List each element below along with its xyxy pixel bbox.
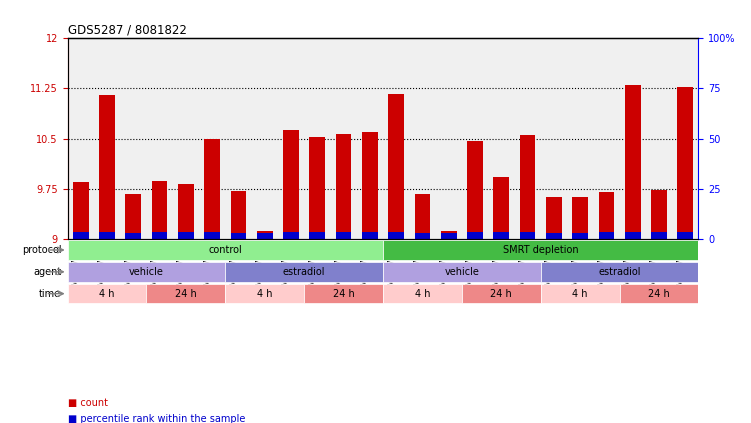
Text: vehicle: vehicle xyxy=(129,267,164,277)
Bar xyxy=(546,197,562,239)
Text: SMRT depletion: SMRT depletion xyxy=(503,245,578,255)
FancyBboxPatch shape xyxy=(304,284,383,303)
Bar xyxy=(152,181,167,239)
Bar xyxy=(572,233,588,239)
FancyBboxPatch shape xyxy=(541,262,698,282)
Bar xyxy=(152,232,167,239)
Text: estradiol: estradiol xyxy=(599,267,641,277)
FancyBboxPatch shape xyxy=(68,240,383,260)
Text: 24 h: 24 h xyxy=(648,288,670,299)
Bar xyxy=(651,232,667,239)
Text: GDS5287 / 8081822: GDS5287 / 8081822 xyxy=(68,24,186,37)
Text: 4 h: 4 h xyxy=(572,288,588,299)
Bar xyxy=(677,232,693,239)
FancyBboxPatch shape xyxy=(146,284,225,303)
Bar xyxy=(73,182,89,239)
Bar xyxy=(493,232,509,239)
Text: estradiol: estradiol xyxy=(283,267,325,277)
Bar xyxy=(283,130,299,239)
Bar xyxy=(441,231,457,239)
Bar xyxy=(178,184,194,239)
FancyBboxPatch shape xyxy=(383,284,462,303)
Text: vehicle: vehicle xyxy=(445,267,479,277)
Bar xyxy=(336,134,351,239)
Bar xyxy=(415,194,430,239)
Bar xyxy=(493,177,509,239)
Bar xyxy=(362,132,378,239)
Text: ■ percentile rank within the sample: ■ percentile rank within the sample xyxy=(68,414,245,423)
Bar xyxy=(362,232,378,239)
Bar xyxy=(625,85,641,239)
Bar xyxy=(415,233,430,239)
Text: 24 h: 24 h xyxy=(175,288,197,299)
FancyBboxPatch shape xyxy=(225,262,383,282)
FancyBboxPatch shape xyxy=(68,284,146,303)
Bar xyxy=(283,232,299,239)
Bar xyxy=(677,87,693,239)
Bar xyxy=(599,232,614,239)
Bar xyxy=(467,140,483,239)
Text: 24 h: 24 h xyxy=(333,288,354,299)
Bar xyxy=(467,232,483,239)
Text: 4 h: 4 h xyxy=(99,288,115,299)
Bar xyxy=(231,191,246,239)
Text: protocol: protocol xyxy=(22,245,62,255)
Bar xyxy=(204,232,220,239)
FancyBboxPatch shape xyxy=(383,262,541,282)
Bar xyxy=(520,135,535,239)
Bar xyxy=(388,232,404,239)
Bar xyxy=(441,233,457,239)
FancyBboxPatch shape xyxy=(383,240,698,260)
Text: control: control xyxy=(209,245,242,255)
Bar xyxy=(572,197,588,239)
Bar xyxy=(257,231,273,239)
FancyBboxPatch shape xyxy=(68,262,225,282)
Text: ■ count: ■ count xyxy=(68,398,107,408)
Bar xyxy=(546,233,562,239)
Bar xyxy=(388,93,404,239)
Bar xyxy=(257,233,273,239)
Text: 4 h: 4 h xyxy=(257,288,273,299)
FancyBboxPatch shape xyxy=(462,284,541,303)
Bar xyxy=(125,194,141,239)
Bar xyxy=(99,95,115,239)
FancyBboxPatch shape xyxy=(541,284,620,303)
Bar xyxy=(125,233,141,239)
FancyBboxPatch shape xyxy=(225,284,304,303)
Bar xyxy=(599,192,614,239)
Bar xyxy=(99,232,115,239)
Bar xyxy=(309,232,325,239)
Bar xyxy=(178,232,194,239)
Text: 4 h: 4 h xyxy=(415,288,430,299)
Text: time: time xyxy=(39,288,62,299)
Text: agent: agent xyxy=(33,267,62,277)
Bar xyxy=(309,137,325,239)
Bar xyxy=(651,190,667,239)
Bar xyxy=(73,232,89,239)
Bar xyxy=(231,233,246,239)
Bar xyxy=(204,139,220,239)
Bar xyxy=(625,232,641,239)
Bar xyxy=(336,232,351,239)
Bar xyxy=(520,232,535,239)
FancyBboxPatch shape xyxy=(620,284,698,303)
Text: 24 h: 24 h xyxy=(490,288,512,299)
